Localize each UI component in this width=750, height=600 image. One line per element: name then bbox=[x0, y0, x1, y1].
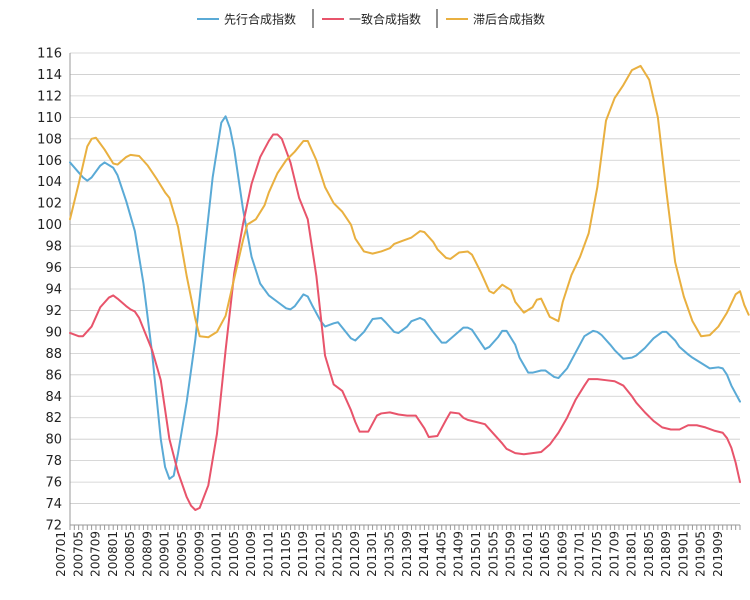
x-tick-label: 201005 bbox=[227, 531, 241, 577]
x-tick-label: 201409 bbox=[452, 531, 466, 577]
y-tick-label: 110 bbox=[37, 111, 62, 126]
x-tick-label: 201401 bbox=[417, 531, 431, 577]
x-tick-label: 201505 bbox=[486, 531, 500, 577]
x-tick-label: 200801 bbox=[106, 531, 120, 577]
x-tick-label: 201901 bbox=[676, 531, 690, 577]
y-tick-label: 106 bbox=[37, 154, 62, 169]
grid-lines bbox=[70, 52, 740, 526]
series-line-2 bbox=[69, 133, 741, 511]
x-axis: 200701 200705 200709 200801 200805 200809 2009… bbox=[54, 524, 741, 577]
y-tick-label: 96 bbox=[45, 261, 62, 276]
y-tick-label: 76 bbox=[45, 476, 62, 491]
x-tick-label: 201201 bbox=[313, 531, 327, 577]
y-tick-label: 116 bbox=[37, 47, 62, 62]
x-tick-label: 201909 bbox=[711, 531, 725, 577]
legend-label: 滞后合成指数 bbox=[473, 12, 545, 27]
x-tick-label: 201905 bbox=[694, 531, 708, 577]
x-tick-label: 201705 bbox=[590, 531, 604, 577]
legend-label: 一致合成指数 bbox=[349, 12, 421, 27]
x-tick-label: 200905 bbox=[175, 531, 189, 577]
x-tick-label: 201801 bbox=[625, 531, 639, 577]
y-tick-label: 104 bbox=[37, 175, 62, 190]
x-tick-label: 201501 bbox=[469, 531, 483, 577]
x-tick-label: 201109 bbox=[296, 531, 310, 577]
y-tick-label: 90 bbox=[45, 325, 62, 340]
x-tick-label: 201605 bbox=[538, 531, 552, 577]
x-tick-label: 201809 bbox=[659, 531, 673, 577]
x-tick-label: 200909 bbox=[192, 531, 206, 577]
x-tick-label: 201301 bbox=[365, 531, 379, 577]
series-line-1 bbox=[69, 115, 741, 480]
y-tick-label: 86 bbox=[45, 368, 62, 383]
y-tick-label: 72 bbox=[45, 519, 62, 534]
series-group bbox=[69, 64, 750, 511]
x-tick-label: 201209 bbox=[348, 531, 362, 577]
x-tick-label: 201009 bbox=[244, 531, 258, 577]
x-tick-label: 200709 bbox=[89, 531, 103, 577]
x-tick-label: 201509 bbox=[504, 531, 518, 577]
x-tick-label: 201001 bbox=[210, 531, 224, 577]
y-tick-label: 88 bbox=[45, 347, 62, 362]
x-tick-label: 200701 bbox=[54, 531, 68, 577]
x-tick-label: 200901 bbox=[158, 531, 172, 577]
x-tick-label: 201309 bbox=[400, 531, 414, 577]
x-tick-label: 201601 bbox=[521, 531, 535, 577]
y-axis: 72 74 76 78 80 82 84 86 88 90 92 94 96 98 100 102 104 106… bbox=[37, 47, 71, 534]
y-tick-label: 78 bbox=[45, 454, 62, 469]
x-tick-label: 200805 bbox=[123, 531, 137, 577]
x-tick-label: 200809 bbox=[140, 531, 154, 577]
x-tick-label: 201105 bbox=[279, 531, 293, 577]
y-tick-label: 100 bbox=[37, 218, 62, 233]
x-tick-label: 201709 bbox=[607, 531, 621, 577]
y-tick-label: 74 bbox=[45, 497, 62, 512]
x-tick-label: 201405 bbox=[434, 531, 448, 577]
y-tick-label: 82 bbox=[45, 411, 62, 426]
x-tick-label: 201305 bbox=[383, 531, 397, 577]
y-tick-label: 98 bbox=[45, 240, 62, 255]
y-tick-label: 102 bbox=[37, 197, 62, 212]
y-tick-label: 114 bbox=[37, 68, 62, 83]
y-tick-label: 108 bbox=[37, 132, 62, 147]
x-tick-label: 201609 bbox=[555, 531, 569, 577]
legend-label: 先行合成指数 bbox=[224, 12, 296, 27]
series-line-3 bbox=[69, 64, 750, 339]
x-tick-label: 201805 bbox=[642, 531, 656, 577]
y-tick-label: 84 bbox=[45, 390, 62, 405]
y-tick-label: 94 bbox=[45, 283, 62, 298]
x-tick-label: 200705 bbox=[71, 531, 85, 577]
y-tick-label: 112 bbox=[37, 89, 62, 104]
y-tick-label: 92 bbox=[45, 304, 62, 319]
x-tick-label: 201205 bbox=[331, 531, 345, 577]
x-tick-label: 201701 bbox=[573, 531, 587, 577]
x-tick-label: 201101 bbox=[261, 531, 275, 577]
y-tick-label: 80 bbox=[45, 433, 62, 448]
legend: 先行合成指数 一致合成指数 滞后合成指数 bbox=[197, 9, 545, 28]
